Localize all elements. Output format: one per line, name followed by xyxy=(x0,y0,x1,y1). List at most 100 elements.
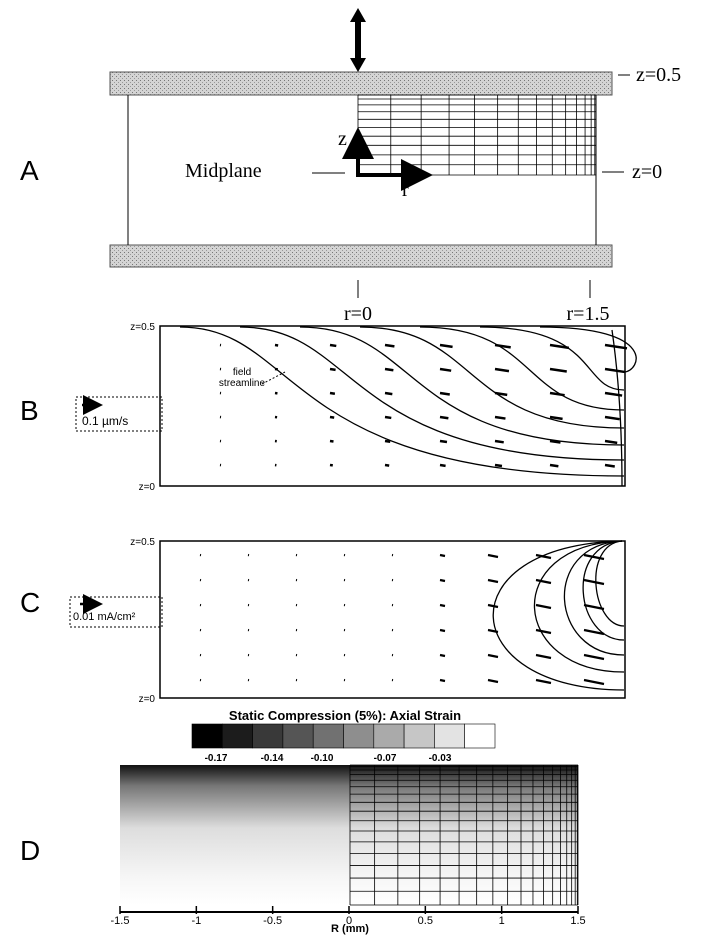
arrow xyxy=(549,367,567,373)
panel-label: D xyxy=(20,835,40,866)
arrow xyxy=(439,391,450,396)
current-line xyxy=(595,540,625,627)
colorbar-tick-label: -0.07 xyxy=(374,753,397,764)
arrow xyxy=(439,343,453,349)
x-tick-label: -0.5 xyxy=(263,915,282,927)
colorbar-tick-label: -0.17 xyxy=(205,753,228,764)
streamline xyxy=(359,326,625,429)
arrow xyxy=(494,439,504,444)
x-tick-label: 0.5 xyxy=(418,915,433,927)
x-tick-label: -1 xyxy=(191,915,201,927)
top-plate xyxy=(109,71,613,96)
colorbar-cell xyxy=(343,723,375,749)
mesh xyxy=(349,764,579,906)
z-label: z=0.5 xyxy=(636,64,681,86)
arrow xyxy=(487,653,499,659)
arrow xyxy=(329,367,336,372)
current-lines xyxy=(492,540,625,691)
colorbar-tick-label: -0.10 xyxy=(311,753,334,764)
arrow xyxy=(384,367,394,372)
panel-label: C xyxy=(20,587,40,618)
z-label: z=0 xyxy=(139,694,156,705)
arrow xyxy=(439,553,446,558)
arrow xyxy=(549,391,565,397)
z-label: z=0 xyxy=(139,482,156,493)
colorbar-cell xyxy=(222,723,253,749)
arrow xyxy=(439,367,452,372)
arrow xyxy=(604,415,620,421)
x-tick-label: -1.5 xyxy=(111,915,130,927)
arrow xyxy=(494,343,511,349)
scale-box xyxy=(69,596,163,628)
midplane-label: Midplane xyxy=(185,160,262,182)
arrow xyxy=(439,603,446,608)
streamline xyxy=(239,326,625,461)
colorbar-title: Static Compression (5%): Axial Strain xyxy=(229,708,461,723)
mesh xyxy=(357,94,597,176)
arrow xyxy=(604,391,623,397)
arrow xyxy=(583,628,605,636)
axis-label: r xyxy=(402,179,409,201)
arrow xyxy=(439,628,446,633)
x-axis-label: R (mm) xyxy=(331,923,369,935)
scale-label: 0.01 mA/cm² xyxy=(73,611,136,623)
colorbar-cell xyxy=(373,723,405,749)
colorbar-tick-label: -0.03 xyxy=(429,753,452,764)
arrow xyxy=(384,343,395,348)
annotation: streamline xyxy=(219,378,266,389)
r-label: r=0 xyxy=(344,303,372,325)
arrow xyxy=(535,578,552,585)
arrow xyxy=(535,653,552,660)
arrow xyxy=(549,343,570,350)
arrow xyxy=(583,678,605,686)
z-label: z=0.5 xyxy=(130,322,155,333)
colorbar: -0.17 -0.14 -0.10 -0.07 -0.03 xyxy=(191,723,496,764)
arrow xyxy=(535,603,552,610)
arrow xyxy=(487,553,499,559)
arrow xyxy=(583,603,605,611)
arrow xyxy=(535,628,552,635)
streamline xyxy=(299,326,625,446)
arrow xyxy=(384,439,391,444)
panel-frame xyxy=(159,325,626,487)
arrow xyxy=(439,653,446,658)
colorbar-cell xyxy=(464,723,496,749)
panel-frame xyxy=(159,540,626,699)
arrow xyxy=(329,439,334,443)
streamline xyxy=(539,326,637,373)
current-line xyxy=(533,540,625,673)
arrow xyxy=(535,678,552,685)
colorbar-tick-label: -0.14 xyxy=(261,753,284,764)
arrow xyxy=(439,439,448,444)
load-arrow xyxy=(350,8,366,72)
panel-label: A xyxy=(20,155,39,186)
x-axis-ticks: -1.5 -1 -0.5 0 0.5 1 1.5 xyxy=(111,906,586,927)
arrow xyxy=(604,343,628,350)
z-label: z=0 xyxy=(632,161,662,183)
colorbar-cell xyxy=(403,723,435,749)
arrow xyxy=(487,603,499,609)
arrow xyxy=(384,463,390,467)
arrow xyxy=(494,391,508,397)
arrow xyxy=(583,653,605,661)
arrow xyxy=(494,415,506,420)
streamlines xyxy=(179,326,637,487)
arrow xyxy=(384,391,393,396)
arrow xyxy=(487,678,499,684)
z-label: z=0.5 xyxy=(130,537,155,548)
arrow xyxy=(535,553,552,560)
panel-label: B xyxy=(20,395,39,426)
arrow xyxy=(604,439,618,445)
arrow xyxy=(487,578,499,584)
colorbar-cell xyxy=(434,723,465,749)
x-tick-label: 1 xyxy=(499,915,505,927)
colorbar-cell xyxy=(252,723,284,749)
arrow xyxy=(583,578,605,586)
streamline xyxy=(479,326,625,391)
arrow xyxy=(329,343,337,348)
arrow xyxy=(439,678,446,683)
arrow xyxy=(329,391,336,395)
streamline xyxy=(179,326,625,477)
colorbar-cell xyxy=(312,723,344,749)
r-label: r=1.5 xyxy=(567,303,610,325)
